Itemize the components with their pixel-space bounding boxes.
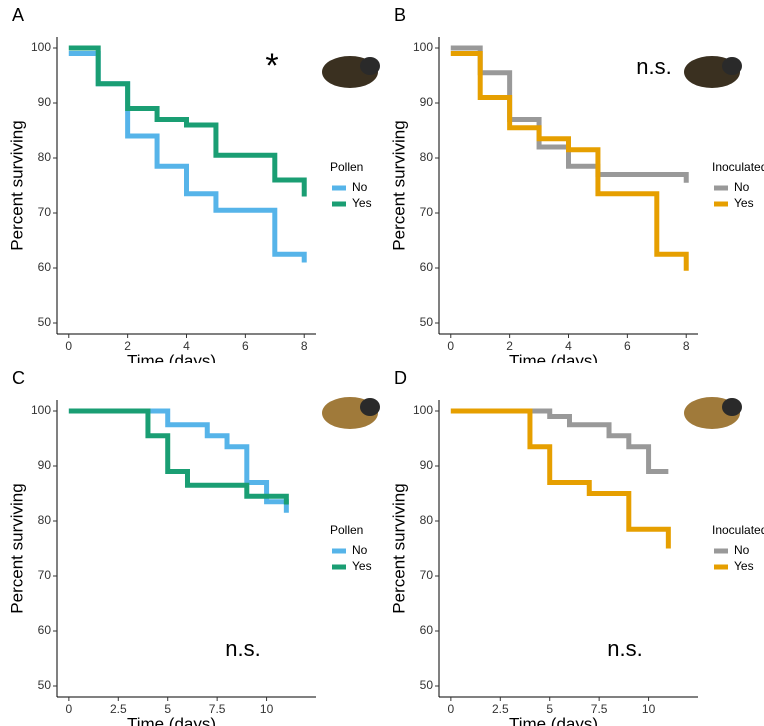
survival-curve xyxy=(68,408,289,513)
x-tick-label: 2 xyxy=(124,339,131,353)
annotation: * xyxy=(265,47,278,85)
y-tick-label: 50 xyxy=(420,315,434,329)
bee-image xyxy=(360,57,380,75)
survival-curve xyxy=(68,45,307,197)
y-tick-label: 60 xyxy=(420,260,434,274)
x-tick-label: 10 xyxy=(642,702,656,716)
panel: D 50 60 70 80 90 100 0 2.5 5 7.5 10 Time (days) Perce… xyxy=(389,368,764,726)
legend-label: Yes xyxy=(734,559,754,573)
survival-curve xyxy=(450,408,669,474)
y-tick-label: 100 xyxy=(413,40,433,54)
y-tick-label: 80 xyxy=(420,150,434,164)
survival-curve xyxy=(450,51,689,271)
x-tick-label: 8 xyxy=(301,339,308,353)
legend-label: No xyxy=(734,543,750,557)
legend-title: Inoculated xyxy=(712,160,764,174)
y-tick-label: 50 xyxy=(38,678,52,692)
y-axis-label: Percent surviving xyxy=(389,483,408,613)
x-tick-label: 0 xyxy=(66,702,73,716)
legend-label: Yes xyxy=(352,559,372,573)
x-tick-label: 4 xyxy=(565,339,572,353)
x-tick-label: 6 xyxy=(242,339,249,353)
x-tick-label: 2.5 xyxy=(110,702,127,716)
x-tick-label: 7.5 xyxy=(209,702,226,716)
y-tick-label: 70 xyxy=(38,205,52,219)
y-tick-label: 50 xyxy=(38,315,52,329)
y-tick-label: 90 xyxy=(420,95,434,109)
x-tick-label: 2.5 xyxy=(492,702,509,716)
panel: B 50 60 70 80 90 100 0 2 4 6 8 Time (days) Percent su… xyxy=(389,5,764,363)
x-tick-label: 8 xyxy=(683,339,690,353)
y-axis-label: Percent surviving xyxy=(389,120,408,250)
y-tick-label: 60 xyxy=(38,260,52,274)
x-tick-label: 0 xyxy=(447,339,454,353)
x-tick-label: 6 xyxy=(624,339,631,353)
x-tick-label: 2 xyxy=(506,339,513,353)
y-tick-label: 100 xyxy=(31,40,51,54)
panel-label: B xyxy=(394,5,406,25)
panel: C 50 60 70 80 90 100 0 2.5 5 7.5 10 Time (days) Perce… xyxy=(7,368,380,726)
x-tick-label: 10 xyxy=(260,702,274,716)
y-axis-label: Percent surviving xyxy=(7,120,26,250)
x-tick-label: 5 xyxy=(546,702,553,716)
survival-curve xyxy=(450,408,671,549)
annotation: n.s. xyxy=(636,54,671,79)
x-axis-label: Time (days) xyxy=(127,714,216,726)
y-tick-label: 60 xyxy=(420,623,434,637)
x-tick-label: 4 xyxy=(183,339,190,353)
x-axis-label: Time (days) xyxy=(127,351,216,363)
bee-image xyxy=(722,57,742,75)
y-tick-label: 90 xyxy=(38,458,52,472)
y-tick-label: 60 xyxy=(38,623,52,637)
y-tick-label: 80 xyxy=(38,513,52,527)
bee-image xyxy=(722,398,742,416)
legend-label: Yes xyxy=(352,196,372,210)
y-tick-label: 70 xyxy=(38,568,52,582)
y-tick-label: 80 xyxy=(38,150,52,164)
y-tick-label: 90 xyxy=(420,458,434,472)
legend-title: Inoculated xyxy=(712,523,764,537)
panel-label: A xyxy=(12,5,24,25)
annotation: n.s. xyxy=(225,636,260,661)
panel-label: C xyxy=(12,368,25,388)
survival-curve xyxy=(68,408,289,505)
y-tick-label: 90 xyxy=(38,95,52,109)
annotation: n.s. xyxy=(607,636,642,661)
y-tick-label: 100 xyxy=(413,403,433,417)
y-tick-label: 70 xyxy=(420,205,434,219)
y-tick-label: 70 xyxy=(420,568,434,582)
x-tick-label: 7.5 xyxy=(591,702,608,716)
y-tick-label: 100 xyxy=(31,403,51,417)
legend-label: No xyxy=(352,543,368,557)
x-axis-label: Time (days) xyxy=(509,714,598,726)
legend-label: No xyxy=(734,180,750,194)
y-tick-label: 50 xyxy=(420,678,434,692)
x-tick-label: 5 xyxy=(164,702,171,716)
x-tick-label: 0 xyxy=(65,339,72,353)
x-tick-label: 0 xyxy=(448,702,455,716)
bee-image xyxy=(360,398,380,416)
y-axis-label: Percent surviving xyxy=(7,483,26,613)
x-axis-label: Time (days) xyxy=(509,351,598,363)
panel-label: D xyxy=(394,368,407,388)
legend-label: No xyxy=(352,180,368,194)
legend-label: Yes xyxy=(734,196,754,210)
legend-title: Pollen xyxy=(330,160,363,174)
panel: A 50 60 70 80 90 100 0 2 4 6 8 Time (days) Percent su… xyxy=(7,5,380,363)
y-tick-label: 80 xyxy=(420,513,434,527)
legend-title: Pollen xyxy=(330,523,363,537)
